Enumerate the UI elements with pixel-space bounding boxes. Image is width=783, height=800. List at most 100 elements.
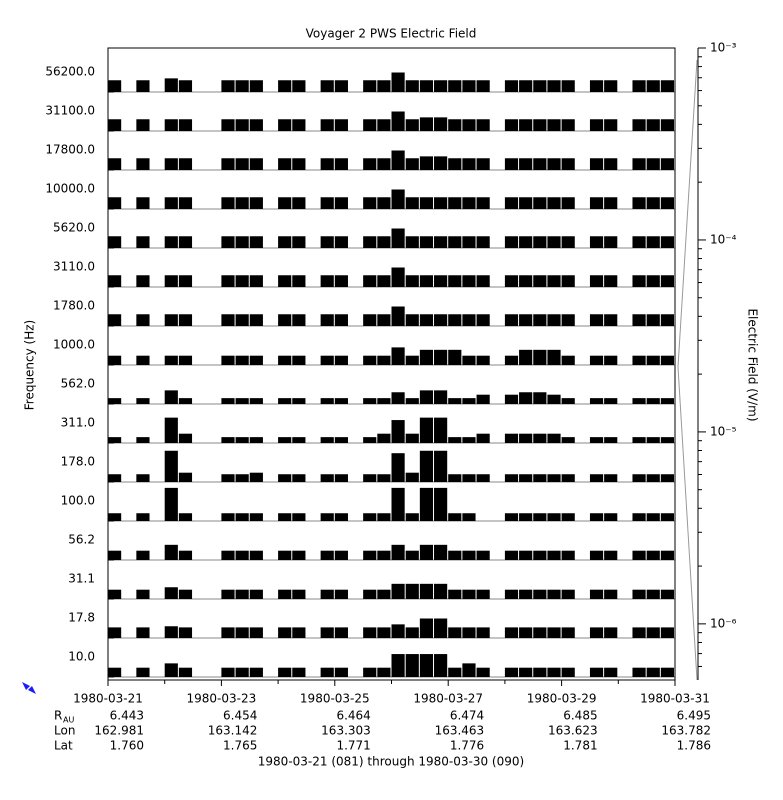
bar xyxy=(334,667,348,677)
bar xyxy=(561,314,575,326)
bar xyxy=(448,314,462,326)
bar xyxy=(519,550,533,560)
bar xyxy=(108,398,122,404)
bar xyxy=(646,513,660,521)
bar xyxy=(660,275,674,287)
bar xyxy=(632,80,646,92)
bar xyxy=(320,513,334,521)
bar xyxy=(462,437,476,443)
bar xyxy=(660,197,674,209)
bar xyxy=(235,236,249,248)
bar xyxy=(178,550,193,560)
bar xyxy=(221,550,235,560)
bar xyxy=(391,228,405,248)
bar xyxy=(448,667,462,677)
bar xyxy=(164,355,178,365)
bar xyxy=(604,314,618,326)
bar xyxy=(221,474,235,482)
bar xyxy=(136,275,150,287)
bar xyxy=(108,474,122,482)
bar xyxy=(419,390,434,404)
bar xyxy=(292,119,306,131)
bar xyxy=(632,627,646,638)
bar xyxy=(632,398,646,404)
bar xyxy=(448,589,462,599)
bar xyxy=(632,550,646,560)
bar xyxy=(419,314,434,326)
bar xyxy=(178,236,193,248)
bar xyxy=(391,453,405,482)
bar xyxy=(292,197,306,209)
nav-icon[interactable] xyxy=(28,686,36,694)
bar xyxy=(561,474,575,482)
x-tick-label: 1980-03-31 xyxy=(640,692,710,706)
bar xyxy=(235,119,249,131)
bar xyxy=(448,550,462,560)
ephemeris-subscript: AU xyxy=(63,716,74,725)
bar xyxy=(434,314,448,326)
bar xyxy=(108,667,122,677)
bar xyxy=(462,474,476,482)
bar xyxy=(320,236,334,248)
bar xyxy=(547,314,561,326)
bar xyxy=(178,158,193,170)
bar xyxy=(547,513,561,521)
bar xyxy=(363,667,377,677)
bar xyxy=(660,627,674,638)
bar xyxy=(646,236,660,248)
bar xyxy=(249,437,263,443)
bar xyxy=(462,627,476,638)
bar xyxy=(377,474,391,482)
bar xyxy=(363,474,377,482)
bar xyxy=(249,667,263,677)
bar xyxy=(632,275,646,287)
bar xyxy=(660,398,674,404)
bar xyxy=(462,236,476,248)
bar xyxy=(235,513,249,521)
bar xyxy=(504,550,519,560)
bar xyxy=(448,349,462,365)
bar xyxy=(547,627,561,638)
bar xyxy=(589,627,604,638)
bar xyxy=(278,197,292,209)
nav-icon[interactable] xyxy=(22,682,30,690)
bar xyxy=(589,437,604,443)
bar xyxy=(249,355,263,365)
bar xyxy=(646,80,660,92)
bar xyxy=(178,355,193,365)
bar xyxy=(221,627,235,638)
bar xyxy=(504,667,519,677)
bar xyxy=(278,398,292,404)
bar xyxy=(660,119,674,131)
bar xyxy=(462,355,476,365)
bar xyxy=(519,667,533,677)
bar xyxy=(320,589,334,599)
bar xyxy=(363,355,377,365)
bar xyxy=(391,347,405,365)
bar xyxy=(504,236,519,248)
bar xyxy=(660,474,674,482)
bar xyxy=(462,158,476,170)
bar xyxy=(533,275,547,287)
bar xyxy=(604,437,618,443)
bar xyxy=(249,236,263,248)
bar xyxy=(604,627,618,638)
bar xyxy=(377,667,391,677)
bar xyxy=(533,158,547,170)
bar xyxy=(519,627,533,638)
bar xyxy=(278,314,292,326)
bar xyxy=(278,627,292,638)
bar xyxy=(108,275,122,287)
bar xyxy=(434,583,448,599)
bar xyxy=(292,589,306,599)
bar xyxy=(405,275,419,287)
bar xyxy=(363,197,377,209)
bar xyxy=(476,667,490,677)
y-tick-label: 562.0 xyxy=(61,377,95,391)
bar xyxy=(108,158,122,170)
bar xyxy=(604,589,618,599)
y-tick-label: 178.0 xyxy=(61,455,95,469)
y-axis-label: Frequency (Hz) xyxy=(23,320,37,411)
bar xyxy=(519,589,533,599)
bar xyxy=(292,550,306,560)
